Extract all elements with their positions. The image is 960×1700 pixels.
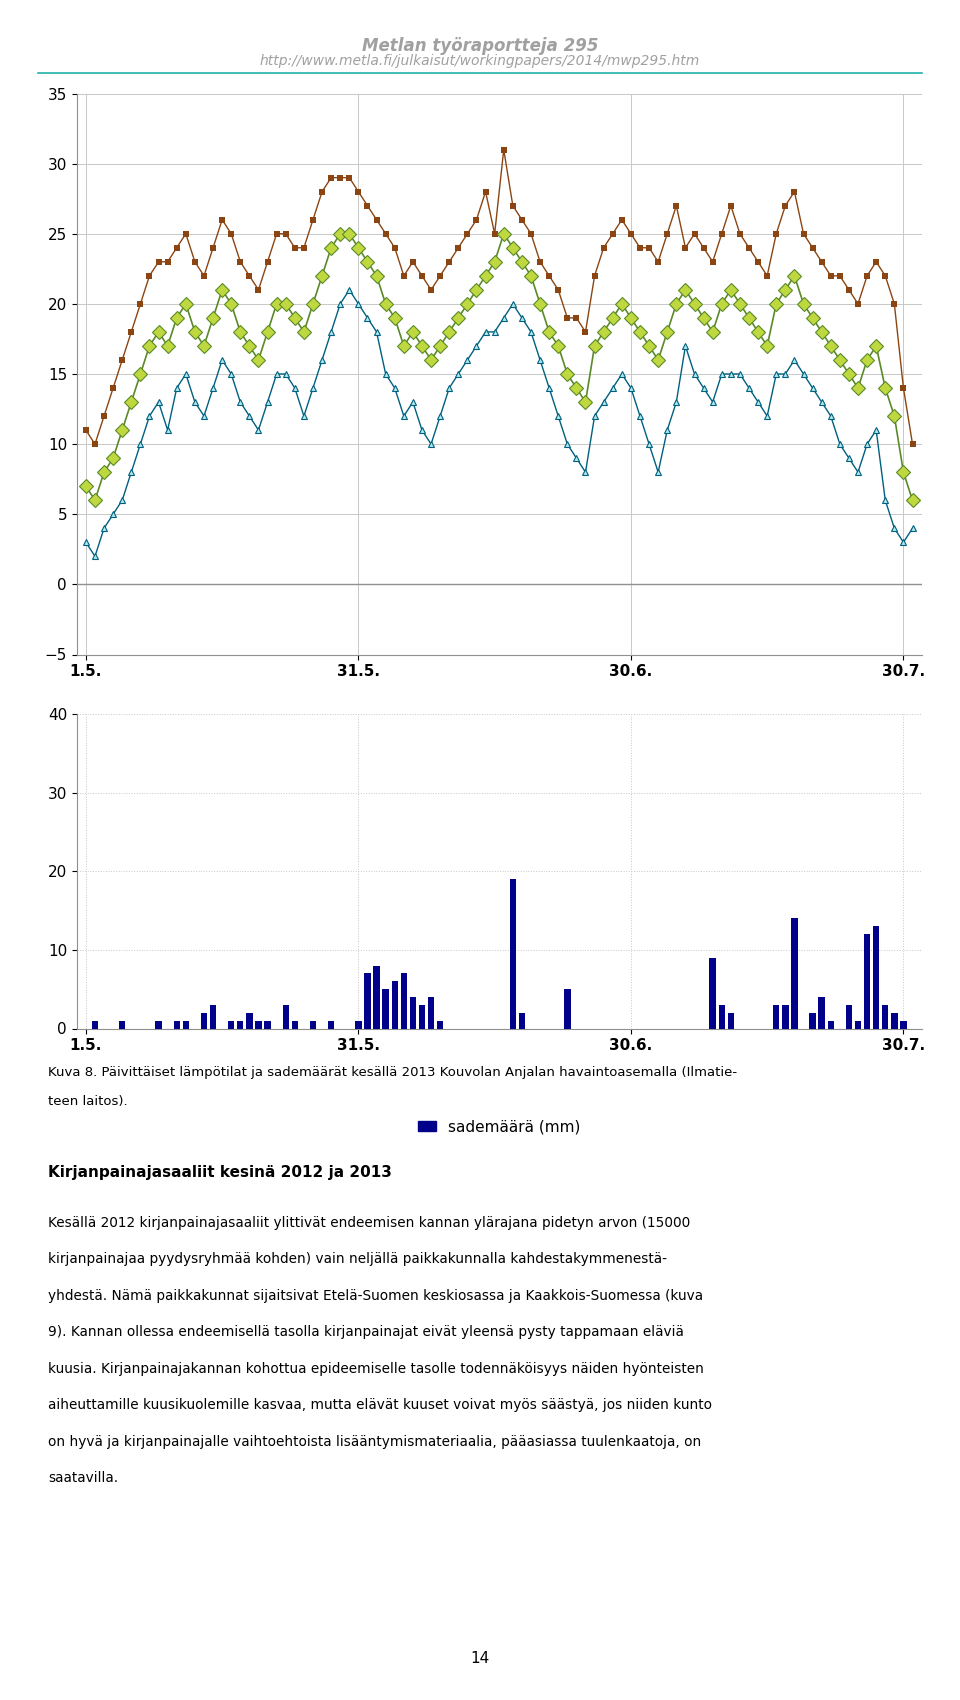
Bar (791, 918, 798, 1028)
Bar (210, 1005, 216, 1028)
Bar (156, 1020, 161, 1028)
Text: 9). Kannan ollessa endeemisellä tasolla kirjanpainajat eivät yleensä pysty tappa: 9). Kannan ollessa endeemisellä tasolla … (48, 1326, 684, 1340)
Text: Kesällä 2012 kirjanpainajasaaliit ylittivät endeemisen kannan ylärajana pidetyn : Kesällä 2012 kirjanpainajasaaliit ylitti… (48, 1216, 690, 1229)
Bar (373, 966, 380, 1028)
Bar (419, 1005, 425, 1028)
Bar (728, 1013, 734, 1028)
Bar (819, 996, 825, 1028)
Bar (846, 1005, 852, 1028)
Bar (174, 1020, 180, 1028)
Text: Kirjanpainajasaaliit kesinä 2012 ja 2013: Kirjanpainajasaaliit kesinä 2012 ja 2013 (48, 1164, 392, 1180)
Bar (119, 1020, 126, 1028)
Bar (428, 996, 434, 1028)
Bar (182, 1020, 189, 1028)
Bar (228, 1020, 234, 1028)
Text: http://www.metla.fi/julkaisut/workingpapers/2014/mwp295.htm: http://www.metla.fi/julkaisut/workingpap… (260, 54, 700, 68)
Text: teen laitos).: teen laitos). (48, 1095, 128, 1108)
Bar (864, 935, 871, 1028)
Bar (564, 989, 570, 1028)
Bar (292, 1020, 298, 1028)
Bar (255, 1020, 262, 1028)
Bar (900, 1020, 906, 1028)
Bar (518, 1013, 525, 1028)
Bar (364, 974, 371, 1028)
Bar (854, 1020, 861, 1028)
Bar (828, 1020, 834, 1028)
Bar (264, 1020, 271, 1028)
Text: saatavilla.: saatavilla. (48, 1472, 118, 1486)
Bar (237, 1020, 244, 1028)
Bar (392, 981, 397, 1028)
Text: aiheuttamille kuusikuolemille kasvaa, mutta elävät kuuset voivat myös säästyä, j: aiheuttamille kuusikuolemille kasvaa, mu… (48, 1397, 712, 1413)
Text: Metlan työraportteja 295: Metlan työraportteja 295 (362, 37, 598, 56)
Bar (382, 989, 389, 1028)
Bar (809, 1013, 816, 1028)
Bar (773, 1005, 780, 1028)
Bar (510, 879, 516, 1028)
Bar (437, 1020, 444, 1028)
Bar (782, 1005, 788, 1028)
Text: yhdestä. Nämä paikkakunnat sijaitsivat Etelä-Suomen keskiosassa ja Kaakkois-Suom: yhdestä. Nämä paikkakunnat sijaitsivat E… (48, 1289, 703, 1302)
Bar (709, 957, 716, 1028)
Bar (328, 1020, 334, 1028)
Bar (410, 996, 416, 1028)
Bar (201, 1013, 207, 1028)
Text: Kuva 8. Päivittäiset lämpötilat ja sademäärät kesällä 2013 Kouvolan Anjalan hava: Kuva 8. Päivittäiset lämpötilat ja sadem… (48, 1066, 737, 1080)
Bar (246, 1013, 252, 1028)
Bar (882, 1005, 888, 1028)
Bar (891, 1013, 898, 1028)
Bar (92, 1020, 98, 1028)
Legend: sademäärä (mm): sademäärä (mm) (412, 1114, 587, 1141)
Bar (355, 1020, 362, 1028)
Text: kuusia. Kirjanpainajakannan kohottua epideemiselle tasolle todennäköisyys näiden: kuusia. Kirjanpainajakannan kohottua epi… (48, 1362, 704, 1375)
Legend: Tday (°C), Tmax (°C), Tmin (°C): Tday (°C), Tmax (°C), Tmin (°C) (295, 777, 704, 804)
Bar (400, 974, 407, 1028)
Bar (719, 1005, 725, 1028)
Bar (282, 1005, 289, 1028)
Text: 14: 14 (470, 1651, 490, 1666)
Text: on hyvä ja kirjanpainajalle vaihtoehtoista lisääntymismateriaalia, pääasiassa tu: on hyvä ja kirjanpainajalle vaihtoehtois… (48, 1435, 701, 1448)
Bar (310, 1020, 316, 1028)
Text: kirjanpainajaa pyydysryhmää kohden) vain neljällä paikkakunnalla kahdestakymmene: kirjanpainajaa pyydysryhmää kohden) vain… (48, 1251, 667, 1266)
Bar (873, 927, 879, 1028)
